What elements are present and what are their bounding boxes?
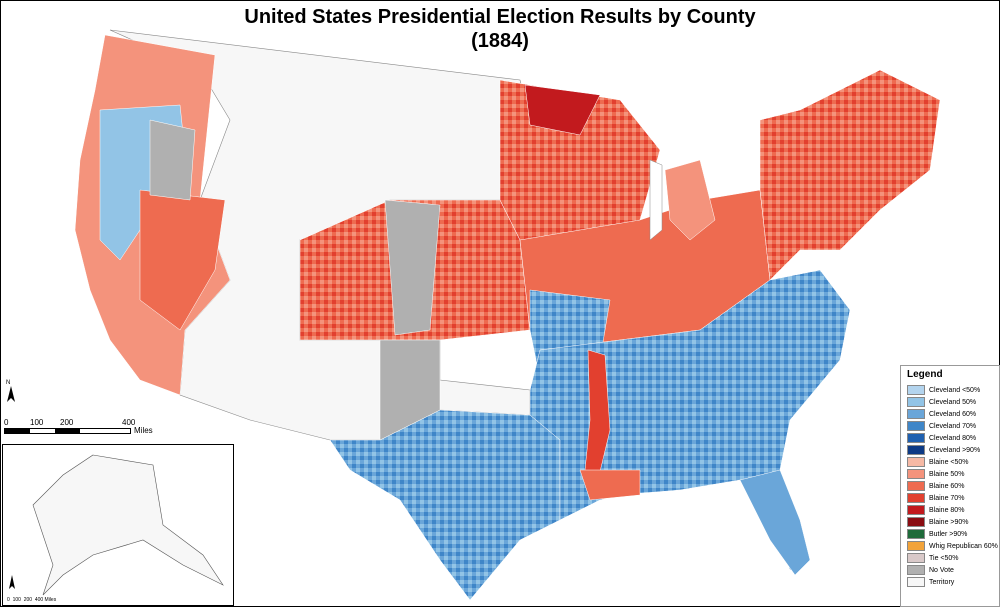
legend-item: Blaine 80% bbox=[901, 504, 999, 516]
inset-scale-tick-400: 400 bbox=[34, 597, 44, 603]
legend-item: Butler >90% bbox=[901, 528, 999, 540]
legend-box: Legend Cleveland <50% Cleveland 50% Clevel… bbox=[900, 365, 1000, 607]
legend-swatch bbox=[907, 481, 925, 491]
legend-item: Cleveland >90% bbox=[901, 444, 999, 456]
legend-label: Blaine 60% bbox=[929, 482, 965, 490]
legend-label: Blaine 70% bbox=[929, 494, 965, 502]
legend-item: Blaine <50% bbox=[901, 456, 999, 468]
legend-item: Cleveland 80% bbox=[901, 432, 999, 444]
louisiana-blaine-patch bbox=[579, 469, 641, 501]
legend-swatch bbox=[907, 493, 925, 503]
legend-item: Blaine 60% bbox=[901, 480, 999, 492]
michigan-region bbox=[664, 159, 716, 241]
texas-panhandle-novote bbox=[379, 339, 441, 441]
legend-swatch bbox=[907, 409, 925, 419]
scale-tick-200: 200 bbox=[60, 418, 74, 427]
legend-title: Legend bbox=[907, 369, 943, 380]
legend-item: No Vote bbox=[901, 564, 999, 576]
legend-swatch bbox=[907, 553, 925, 563]
north-arrow-icon bbox=[7, 386, 15, 402]
legend-swatch bbox=[907, 517, 925, 527]
legend-label: No Vote bbox=[929, 566, 954, 574]
legend-label: Whig Republican 60% bbox=[929, 542, 998, 550]
florida-region bbox=[739, 469, 811, 576]
legend-swatch bbox=[907, 445, 925, 455]
legend-swatch bbox=[907, 505, 925, 515]
legend-label: Blaine 80% bbox=[929, 506, 965, 514]
nevada-patch bbox=[139, 189, 226, 331]
legend-label: Blaine <50% bbox=[929, 458, 969, 466]
legend-label: Blaine 50% bbox=[929, 470, 965, 478]
legend-item: Cleveland 60% bbox=[901, 408, 999, 420]
legend-swatch bbox=[907, 565, 925, 575]
inset-scale-tick-100: 100 bbox=[12, 597, 21, 603]
alaska-inset: 0 100 200 400 Miles bbox=[2, 444, 234, 606]
scale-tick-0: 0 bbox=[4, 418, 9, 427]
legend-swatch bbox=[907, 397, 925, 407]
legend-item: Cleveland <50% bbox=[901, 384, 999, 396]
legend-item: Blaine >90% bbox=[901, 516, 999, 528]
legend-label: Butler >90% bbox=[929, 530, 968, 538]
plains-novote-patch bbox=[384, 199, 441, 336]
legend-swatch bbox=[907, 541, 925, 551]
legend-item: Territory bbox=[901, 576, 999, 588]
scale-tick-400: 400 bbox=[122, 418, 136, 427]
inset-scale-tick-0: 0 bbox=[7, 597, 10, 603]
inset-scale-units: Miles bbox=[44, 597, 57, 603]
minnesota-dark-patch bbox=[524, 84, 601, 136]
legend-swatch bbox=[907, 421, 925, 431]
map-title: United States Presidential Election Resu… bbox=[244, 6, 756, 28]
scale-units: Miles bbox=[134, 426, 153, 435]
legend-item: Cleveland 50% bbox=[901, 396, 999, 408]
inset-north-arrow-icon bbox=[9, 575, 15, 589]
scale-tick-100: 100 bbox=[30, 418, 44, 427]
idaho-patch bbox=[149, 119, 196, 201]
legend-swatch bbox=[907, 385, 925, 395]
legend-label: Cleveland 50% bbox=[929, 398, 977, 406]
lake-michigan bbox=[649, 159, 663, 241]
legend-label: Cleveland 60% bbox=[929, 410, 977, 418]
legend-swatch bbox=[907, 577, 925, 587]
legend-list: Cleveland <50% Cleveland 50% Cleveland 60%… bbox=[901, 384, 999, 588]
legend-label: Cleveland <50% bbox=[929, 386, 981, 394]
scale-bar-graphic bbox=[4, 428, 131, 434]
legend-swatch bbox=[907, 457, 925, 467]
legend-label: Cleveland 70% bbox=[929, 422, 977, 430]
legend-label: Tie <50% bbox=[929, 554, 959, 562]
legend-item: Cleveland 70% bbox=[901, 420, 999, 432]
legend-item: Blaine 50% bbox=[901, 468, 999, 480]
legend-item: Whig Republican 60% bbox=[901, 540, 999, 552]
legend-label: Cleveland 80% bbox=[929, 434, 977, 442]
legend-swatch bbox=[907, 433, 925, 443]
legend-item: Blaine 70% bbox=[901, 492, 999, 504]
inset-scale-bar: 0 100 200 400 Miles bbox=[7, 597, 56, 603]
north-label: N bbox=[6, 380, 11, 386]
legend-label: Cleveland >90% bbox=[929, 446, 981, 454]
inset-scale-tick-200: 200 bbox=[23, 597, 33, 603]
legend-swatch bbox=[907, 469, 925, 479]
legend-label: Blaine >90% bbox=[929, 518, 969, 526]
legend-item: Tie <50% bbox=[901, 552, 999, 564]
alaska-map bbox=[32, 454, 224, 596]
legend-swatch bbox=[907, 529, 925, 539]
map-subtitle-year: (1884) bbox=[471, 30, 529, 52]
legend-label: Territory bbox=[929, 578, 955, 586]
northeast-region bbox=[759, 69, 941, 281]
